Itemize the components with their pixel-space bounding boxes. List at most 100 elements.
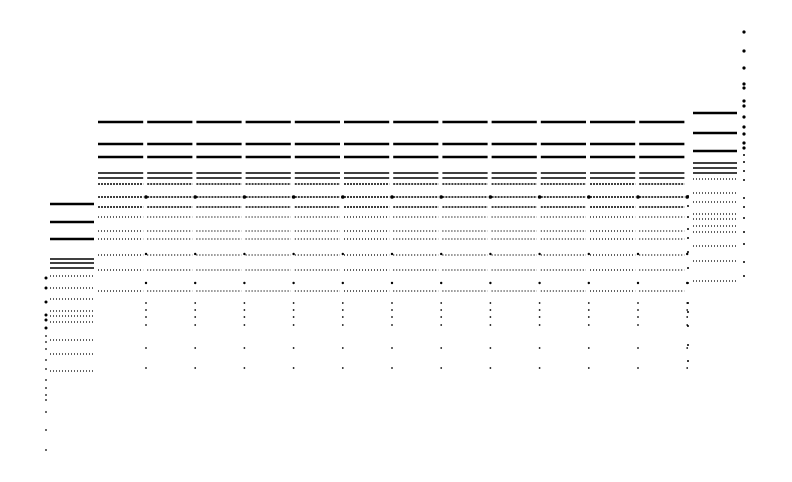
tiny-dot xyxy=(686,347,689,349)
right-edge-dot xyxy=(743,206,745,208)
right-edge-dot xyxy=(743,197,745,199)
divider-dot xyxy=(687,325,689,327)
bullet-dot xyxy=(537,195,542,199)
tiny-dot xyxy=(587,367,590,369)
tiny-dot xyxy=(194,302,197,304)
divider-dot xyxy=(687,195,689,197)
right-edge-dot xyxy=(743,170,745,172)
tiny-dot xyxy=(538,367,541,369)
tiny-dot xyxy=(538,309,541,311)
tiny-dot xyxy=(489,347,492,349)
small-dot xyxy=(292,252,295,256)
tiny-dot xyxy=(243,309,246,311)
bullet-dot xyxy=(242,195,247,199)
tiny-dot xyxy=(145,316,147,318)
right-edge-dot xyxy=(743,154,745,156)
small-dot xyxy=(587,281,590,285)
right-edge-dot xyxy=(742,141,746,145)
right-edge-dot xyxy=(743,179,745,181)
bullet-dot xyxy=(488,195,493,199)
small-dot xyxy=(636,252,640,256)
tiny-dot xyxy=(391,347,393,349)
tiny-dot xyxy=(538,316,541,318)
tiny-dot xyxy=(587,324,590,326)
left-edge-dot xyxy=(45,429,47,431)
small-dot xyxy=(194,281,197,285)
tiny-dot xyxy=(440,302,443,304)
small-dot xyxy=(440,252,443,256)
divider-dot xyxy=(687,205,689,207)
right-edge-dot xyxy=(743,275,745,277)
tiny-dot xyxy=(292,302,295,304)
tiny-dot xyxy=(194,316,197,318)
tiny-dot xyxy=(686,309,689,311)
small-dot xyxy=(144,281,148,285)
tiny-dot xyxy=(391,316,393,318)
tiny-dot xyxy=(243,367,246,369)
left-edge-dot xyxy=(44,300,48,304)
left-edge-dot xyxy=(44,276,48,280)
tiny-dot xyxy=(145,302,147,304)
tiny-dot xyxy=(243,302,246,304)
left-edge-dot xyxy=(45,394,47,396)
small-dot xyxy=(390,281,394,285)
divider-dot xyxy=(687,302,689,304)
right-edge-dot xyxy=(743,231,745,233)
tiny-dot xyxy=(243,316,246,318)
tiny-dot xyxy=(440,309,443,311)
tiny-dot xyxy=(538,347,541,349)
tiny-dot xyxy=(587,309,590,311)
tiny-dot xyxy=(341,367,344,369)
left-edge-dot xyxy=(45,341,47,343)
tiny-dot xyxy=(538,302,541,304)
left-edge-dot xyxy=(45,379,47,381)
tiny-dot xyxy=(145,324,147,326)
bullet-dot xyxy=(390,195,394,199)
small-dot xyxy=(243,252,246,256)
tiny-dot xyxy=(341,316,344,318)
small-dot xyxy=(538,252,541,256)
tiny-dot xyxy=(489,309,492,311)
left-edge-dot xyxy=(44,313,48,317)
tiny-dot xyxy=(440,316,443,318)
tiny-dot xyxy=(489,324,492,326)
tiny-dot xyxy=(341,324,344,326)
tiny-dot xyxy=(637,302,639,304)
tiny-dot xyxy=(341,309,344,311)
tiny-dot xyxy=(243,347,246,349)
right-edge-dot xyxy=(742,66,746,70)
right-edge-dot xyxy=(743,243,745,245)
small-dot xyxy=(538,281,541,285)
left-edge-dot xyxy=(45,359,47,361)
tiny-dot xyxy=(587,302,590,304)
divider-dot xyxy=(687,251,689,253)
divider-dot xyxy=(687,360,689,362)
tiny-dot xyxy=(145,309,147,311)
small-dot xyxy=(144,252,148,256)
bullet-dot xyxy=(144,195,148,199)
left-edge-dot xyxy=(45,399,47,401)
tiny-dot xyxy=(637,324,639,326)
tiny-dot xyxy=(292,347,295,349)
tiny-dot xyxy=(440,324,443,326)
small-dot xyxy=(686,252,689,256)
tiny-dot xyxy=(194,324,197,326)
bullet-dot xyxy=(439,195,444,199)
right-edge-dot xyxy=(742,104,746,108)
dot-marks xyxy=(44,30,746,451)
small-dot xyxy=(587,252,590,256)
tiny-dot xyxy=(440,367,443,369)
right-edge-dot xyxy=(742,99,746,103)
tiny-dot xyxy=(637,316,639,318)
small-dot xyxy=(390,252,394,256)
small-dot xyxy=(292,281,295,285)
left-edge-dot xyxy=(45,449,47,451)
right-edge-dot xyxy=(742,132,746,136)
left-edge-dot xyxy=(44,318,48,322)
left-edge-dot xyxy=(44,286,48,290)
bullet-dot xyxy=(291,195,296,199)
right-edge-dot xyxy=(743,217,745,219)
divider-dot xyxy=(687,216,689,218)
tiny-dot xyxy=(440,347,443,349)
